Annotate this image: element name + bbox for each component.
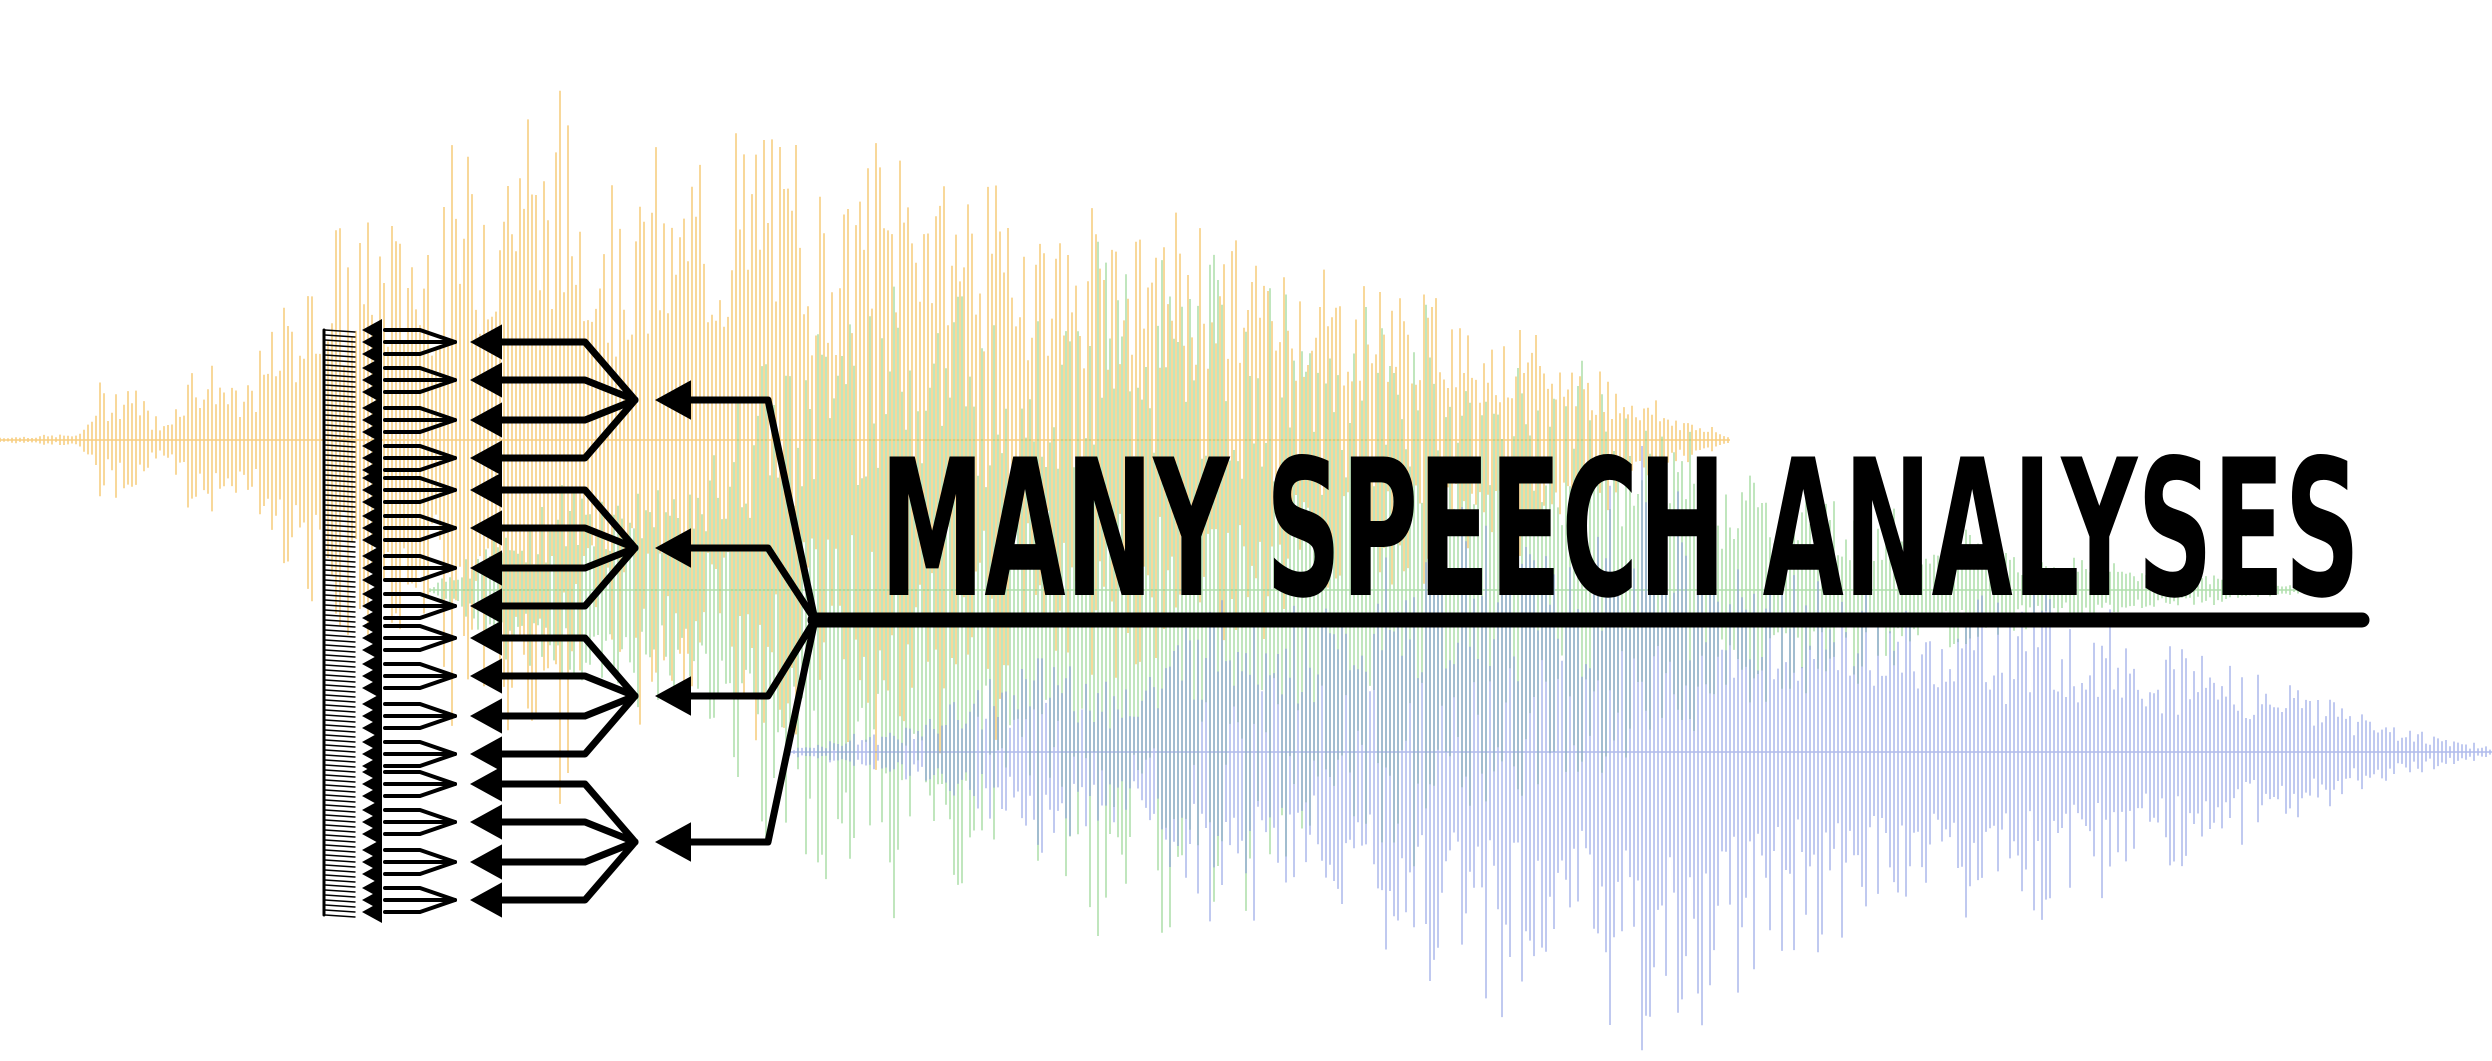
logo-title: MANY SPEECH ANALYSES [880,419,2360,640]
speech-waveform-icon [0,90,2492,1051]
branching-tree-icon [322,319,819,923]
